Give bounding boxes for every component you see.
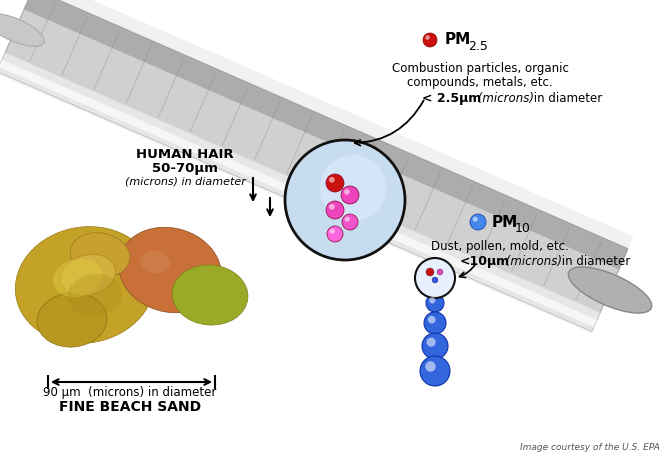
Circle shape [326,201,344,219]
Ellipse shape [53,259,103,297]
Circle shape [432,277,438,283]
Circle shape [423,33,437,47]
Ellipse shape [37,293,107,347]
Circle shape [329,229,335,234]
Circle shape [341,186,359,204]
Text: PM: PM [445,32,471,47]
Ellipse shape [61,254,116,296]
Circle shape [329,177,335,183]
Circle shape [470,214,486,230]
Circle shape [427,337,436,347]
Circle shape [345,217,350,222]
Text: <10μm: <10μm [460,255,510,268]
Ellipse shape [67,274,122,316]
Text: (microns): (microns) [474,92,534,105]
Circle shape [329,204,335,210]
Polygon shape [0,53,600,331]
Ellipse shape [119,227,221,313]
Text: compounds, metals, etc.: compounds, metals, etc. [407,76,553,89]
Circle shape [426,294,444,312]
Circle shape [422,333,448,359]
Text: FINE BEACH SAND: FINE BEACH SAND [59,400,201,414]
Ellipse shape [15,227,155,343]
Text: Combustion particles, organic: Combustion particles, organic [391,62,568,75]
Text: 10: 10 [515,221,531,235]
Circle shape [426,35,430,40]
Text: (microns): (microns) [502,255,562,268]
Ellipse shape [172,265,248,325]
Ellipse shape [568,267,652,313]
Circle shape [437,269,443,275]
Polygon shape [0,0,628,331]
Ellipse shape [140,251,170,273]
Ellipse shape [0,14,44,46]
Polygon shape [0,0,633,333]
Circle shape [415,258,455,298]
Circle shape [285,140,405,260]
Circle shape [420,356,450,386]
Circle shape [429,297,436,303]
Text: Dust, pollen, mold, etc.: Dust, pollen, mold, etc. [431,240,569,253]
Circle shape [326,174,344,192]
Circle shape [473,217,478,222]
Circle shape [327,226,343,242]
Circle shape [344,189,350,195]
Polygon shape [0,59,597,327]
Text: 90 μm  (microns) in diameter: 90 μm (microns) in diameter [43,386,216,399]
Circle shape [424,312,446,334]
Circle shape [320,155,386,221]
Ellipse shape [70,233,130,277]
Text: PM: PM [492,214,518,230]
Circle shape [426,361,436,372]
Polygon shape [24,0,628,269]
Text: < 2.5μm: < 2.5μm [422,92,481,105]
Text: (microns) in diameter: (microns) in diameter [124,176,245,186]
Text: in diameter: in diameter [558,255,630,268]
Text: 50-70μm: 50-70μm [152,162,218,175]
Circle shape [342,214,358,230]
Text: 2.5: 2.5 [468,40,488,53]
Circle shape [428,316,436,324]
Text: HUMAN HAIR: HUMAN HAIR [136,148,234,161]
Text: Image courtesy of the U.S. EPA: Image courtesy of the U.S. EPA [520,443,660,452]
Circle shape [426,268,434,276]
Text: in diameter: in diameter [530,92,603,105]
